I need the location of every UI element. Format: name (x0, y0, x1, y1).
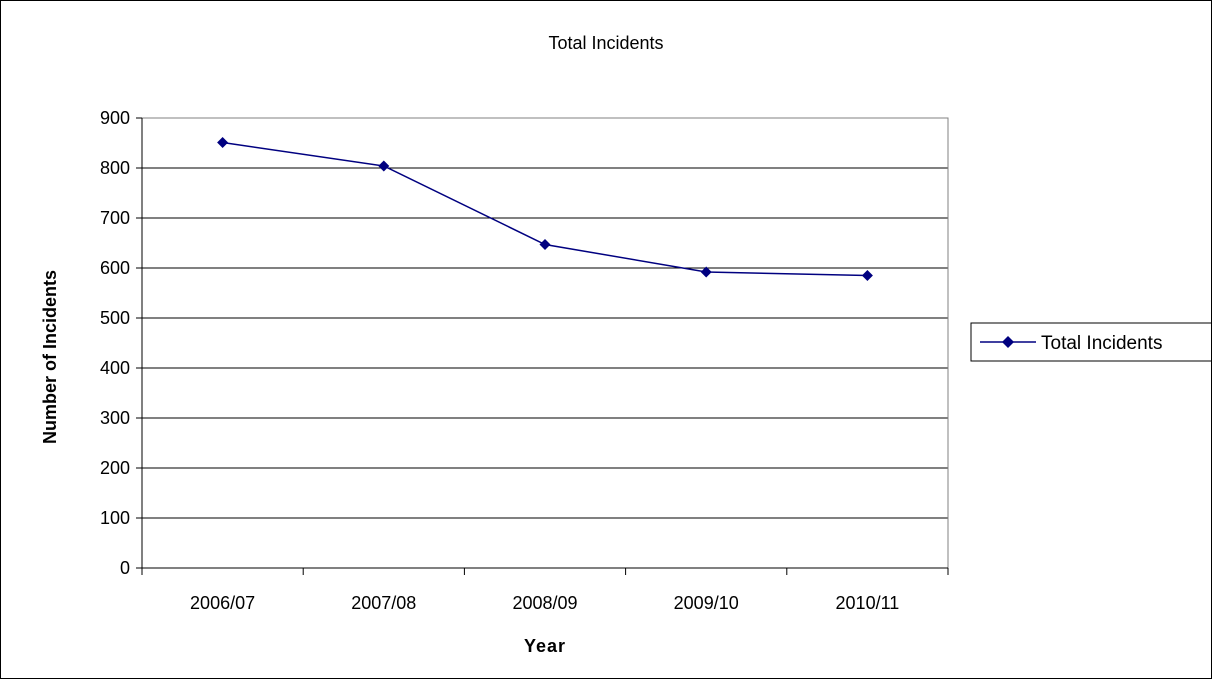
legend-label: Total Incidents (1041, 333, 1162, 354)
y-tick-label: 800 (100, 158, 130, 178)
y-tick-label: 900 (100, 108, 130, 128)
x-tick-label: 2008/09 (512, 593, 577, 613)
x-tick-label: 2010/11 (836, 593, 900, 613)
legend-marker-swatch (1002, 336, 1014, 348)
legend: Total Incidents (970, 322, 1212, 362)
y-tick-labels: 0 100 200 300 400 500 600 700 800 900 (100, 108, 130, 578)
y-tick-label: 300 (100, 408, 130, 428)
data-point-marker (700, 266, 712, 278)
y-tick-label: 600 (100, 258, 130, 278)
axes (136, 117, 949, 575)
x-tick-label: 2007/08 (351, 593, 416, 613)
y-tick-label: 200 (100, 458, 130, 478)
chart-title: Total Incidents (548, 33, 663, 53)
data-point-marker (861, 270, 873, 281)
gridlines (142, 117, 948, 519)
y-tick-label: 0 (120, 558, 130, 578)
y-tick-label: 500 (100, 308, 130, 328)
data-point-marker (217, 137, 229, 148)
x-tick-labels: 2006/07 2007/08 2008/09 2009/10 2010/11 (190, 593, 899, 613)
y-tick-label: 400 (100, 358, 130, 378)
plot-area-border (141, 117, 949, 569)
y-tick-label: 700 (100, 208, 130, 228)
y-axis-title: Number of Incidents (40, 270, 60, 444)
x-tick-label: 2006/07 (190, 593, 255, 613)
y-tick-label: 100 (100, 508, 130, 528)
x-tick-label: 2009/10 (674, 593, 739, 613)
data-point-marker (378, 160, 390, 172)
series-total-incidents (217, 137, 873, 281)
x-axis-title: Year (524, 636, 566, 656)
series-line (222, 141, 868, 277)
data-point-marker (539, 239, 551, 250)
